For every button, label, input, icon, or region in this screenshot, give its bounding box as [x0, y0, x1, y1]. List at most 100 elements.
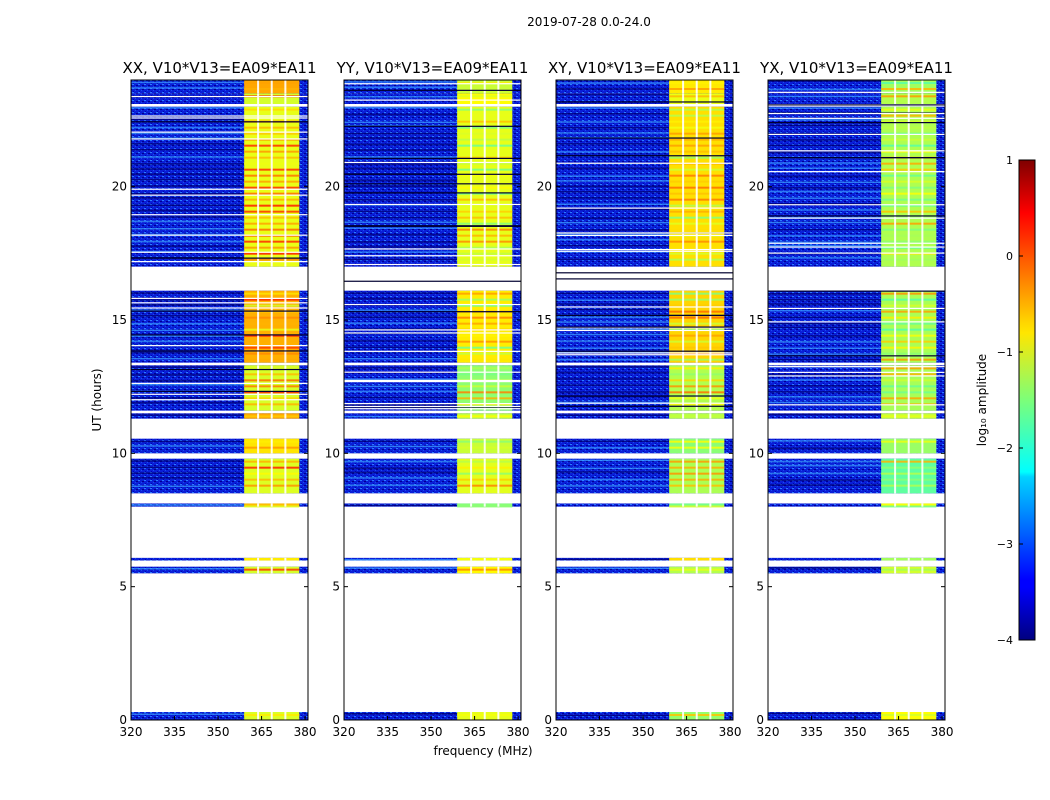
noise-row — [768, 479, 882, 481]
channel-gap — [709, 106, 712, 267]
noise-row — [556, 714, 670, 717]
channel-gap — [921, 458, 924, 494]
noise-row — [344, 396, 458, 399]
flag-line — [344, 89, 521, 91]
noise-row — [131, 233, 245, 236]
noise-row — [556, 299, 670, 301]
channel-gap — [695, 93, 698, 104]
noise-row — [768, 175, 882, 178]
channel-gap — [921, 712, 924, 720]
channel-gap — [695, 458, 698, 494]
flag-line — [344, 329, 521, 331]
channel-gap — [483, 566, 486, 574]
channel-gap — [907, 80, 910, 94]
noise-row — [131, 414, 245, 416]
channel-gap — [894, 290, 897, 363]
noise-row — [768, 181, 882, 184]
noise-row — [344, 567, 458, 569]
flag-line — [768, 112, 945, 115]
noise-row — [768, 235, 882, 237]
flag-line — [556, 137, 733, 139]
y-tick-label: 10 — [749, 446, 764, 460]
channel-gap — [894, 566, 897, 574]
channel-gap — [894, 458, 897, 494]
flag-line — [344, 157, 521, 159]
noise-row — [344, 322, 458, 324]
panel-title: YY, V10*V13=EA09*EA11 — [336, 59, 529, 77]
noise-row — [768, 347, 882, 349]
channel-gap — [483, 106, 486, 267]
noise-row — [344, 167, 458, 170]
data-segment — [556, 566, 733, 574]
noise-row — [344, 143, 458, 146]
channel-gap — [497, 566, 500, 574]
data-segment — [131, 557, 308, 561]
noise-row — [131, 351, 245, 354]
flag-line — [768, 217, 945, 219]
flag-line — [344, 311, 521, 313]
channel-gap — [483, 413, 486, 419]
noise-row — [768, 396, 882, 398]
noise-row — [556, 191, 670, 193]
x-tick-label: 350 — [207, 725, 230, 739]
data-segment — [768, 566, 945, 574]
axes-frame — [343, 79, 522, 721]
noise-row — [344, 316, 458, 318]
channel-gap — [470, 106, 473, 267]
flag-line — [344, 405, 521, 408]
colorbar-ticks: 1 0 −1 −2 −3 −4 — [997, 154, 1023, 647]
noise-row — [344, 713, 458, 715]
noise-row — [131, 132, 245, 135]
channel-gap — [270, 566, 273, 574]
noise-row — [768, 88, 882, 91]
x-axis-label: frequency (MHz) — [433, 744, 532, 758]
flag-line — [768, 204, 945, 206]
noise-row — [556, 440, 670, 442]
noise-row — [556, 121, 670, 123]
noise-row — [344, 106, 458, 109]
channel-gap — [894, 712, 897, 720]
noise-row — [556, 414, 670, 416]
channel-gap — [682, 80, 685, 94]
flag-line — [344, 332, 521, 334]
channel-gap — [470, 365, 473, 411]
figure-suptitle: 2019-07-28 0.0-24.0 — [527, 15, 651, 29]
channel-gap — [921, 365, 924, 411]
channel-gap — [270, 438, 273, 454]
channel-gap — [907, 566, 910, 574]
noise-row — [344, 440, 458, 442]
flag-line — [768, 117, 945, 119]
channel-gap — [709, 413, 712, 419]
channel-gap — [497, 503, 500, 507]
x-tick-label: 350 — [420, 725, 443, 739]
channel-gap — [682, 458, 685, 494]
channel-gap — [257, 413, 260, 419]
y-tick-label: 20 — [112, 180, 127, 194]
channel-gap — [894, 413, 897, 419]
colorbar-gradient — [1018, 159, 1036, 641]
flag-line — [131, 131, 308, 133]
noise-row — [768, 257, 882, 259]
noise-row — [768, 119, 882, 121]
noise-row — [556, 340, 670, 342]
noise-row — [131, 87, 245, 89]
channel-gap — [483, 290, 486, 363]
channel-gap — [483, 712, 486, 720]
noise-row — [768, 244, 882, 247]
flag-line — [131, 382, 308, 384]
channel-gap — [497, 80, 500, 94]
noise-row — [344, 221, 458, 223]
channel-gap — [270, 365, 273, 411]
flag-line — [344, 403, 521, 405]
flag-line — [556, 273, 733, 275]
panels-group: XX, V10*V13=EA09*EA11 320 335 350 365 380 0 5 10… — [112, 59, 954, 739]
flag-line — [344, 379, 521, 382]
y-tick-label: 0 — [544, 713, 552, 727]
noise-row — [344, 460, 458, 463]
channel-gap — [257, 438, 260, 454]
flag-line — [131, 188, 308, 190]
noise-row — [131, 240, 245, 243]
x-tick-label: 335 — [163, 725, 186, 739]
data-segment — [131, 413, 308, 419]
